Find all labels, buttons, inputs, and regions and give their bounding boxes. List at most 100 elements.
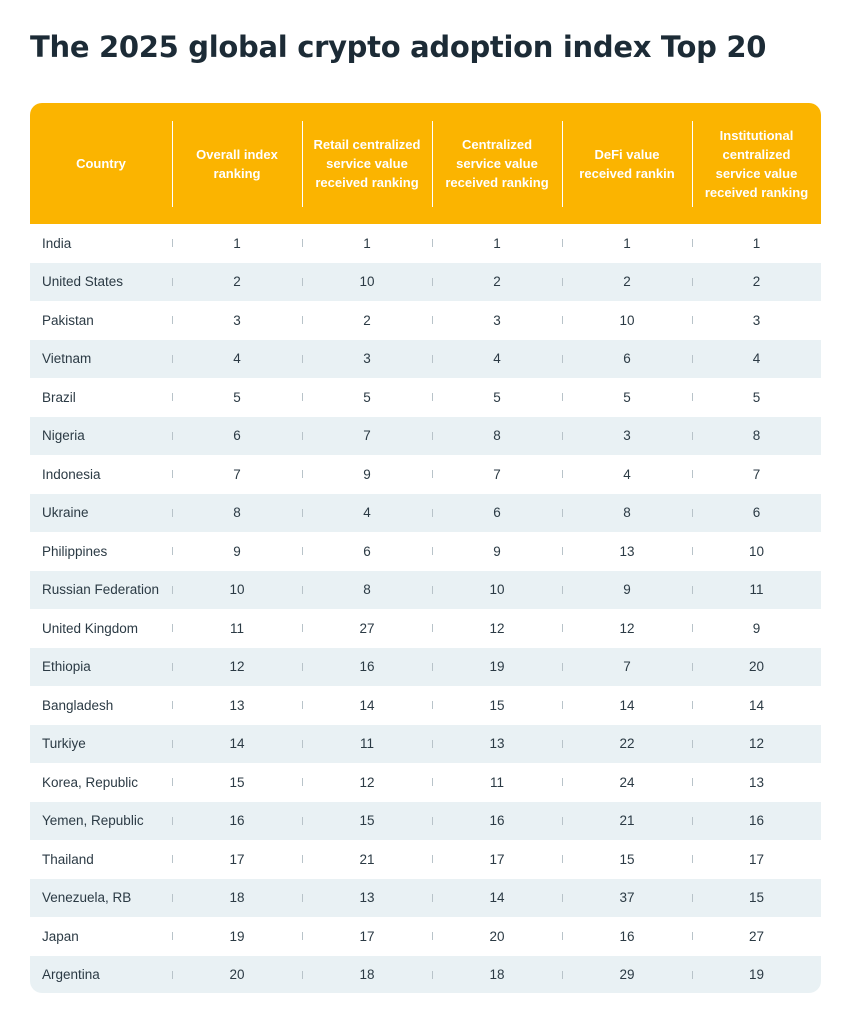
defi-value-ranking-cell: 6 [623, 351, 631, 367]
country-cell: India [42, 235, 72, 251]
centralized-service-ranking-cell: 16 [489, 813, 505, 829]
row-separator-tick [692, 932, 693, 940]
row-separator-tick [172, 778, 173, 786]
row-separator-tick [302, 470, 303, 478]
institutional-centralized-ranking-cell: 19 [748, 967, 765, 983]
centralized-service-ranking-cell: 12 [489, 620, 505, 636]
retail-centralized-ranking-cell: 10 [359, 274, 375, 290]
retail-centralized-ranking-cell: 3 [363, 351, 371, 367]
row-separator-tick [172, 585, 173, 594]
retail-centralized-ranking-cell: 16 [359, 659, 375, 675]
row-separator-tick [172, 932, 173, 940]
column-header-centralized-service-ranking: Centralized service value received ranki… [445, 137, 549, 190]
row-separator-tick [432, 393, 433, 401]
centralized-service-ranking-cell: 18 [489, 967, 505, 983]
retail-centralized-ranking-cell: 12 [359, 774, 375, 790]
centralized-service-ranking-cell: 10 [489, 582, 505, 598]
table-row: United Kingdom 11 27 12 12 9 [30, 609, 821, 648]
country-cell: United States [42, 274, 124, 290]
column-divider [172, 121, 173, 207]
row-separator-tick [302, 778, 303, 786]
table-row: India 1 1 1 1 1 [30, 224, 821, 263]
row-separator-tick [692, 855, 693, 863]
row-separator-tick [432, 354, 433, 363]
row-separator-tick [692, 277, 693, 286]
row-separator-tick [692, 393, 693, 401]
row-separator-tick [562, 739, 563, 748]
centralized-service-ranking-cell: 14 [489, 890, 505, 906]
column-divider [692, 121, 693, 207]
retail-centralized-ranking-cell: 17 [359, 928, 375, 944]
row-separator-tick [432, 970, 433, 979]
row-separator-tick [562, 816, 563, 825]
row-separator-tick [562, 970, 563, 979]
row-separator-tick [432, 508, 433, 517]
country-cell: Pakistan [42, 312, 94, 328]
row-separator-tick [172, 970, 173, 979]
overall-index-ranking-cell: 11 [229, 620, 244, 636]
row-separator-tick [172, 393, 173, 401]
institutional-centralized-ranking-cell: 20 [748, 659, 765, 675]
table-row: Pakistan 3 2 3 10 3 [30, 301, 821, 340]
country-cell: Philippines [42, 543, 108, 559]
institutional-centralized-ranking-cell: 9 [752, 620, 761, 636]
table-row: Yemen, Republic 16 15 16 21 16 [30, 801, 821, 840]
row-separator-tick [692, 470, 693, 478]
country-cell: Venezuela, RB [42, 890, 132, 906]
overall-index-ranking-cell: 10 [229, 582, 245, 598]
centralized-service-ranking-cell: 13 [489, 736, 505, 752]
defi-value-ranking-cell: 8 [623, 505, 631, 521]
row-separator-tick [562, 585, 563, 594]
row-separator-tick [302, 393, 303, 401]
retail-centralized-ranking-cell: 15 [359, 813, 375, 829]
row-separator-tick [302, 277, 303, 286]
row-separator-tick [562, 277, 563, 286]
centralized-service-ranking-cell: 1 [493, 235, 501, 251]
row-separator-tick [692, 431, 693, 440]
country-cell: Japan [42, 928, 79, 944]
table-row: Vietnam 4 3 4 6 4 [30, 339, 821, 378]
row-separator-tick [302, 316, 303, 324]
defi-value-ranking-cell: 1 [623, 235, 631, 251]
row-separator-tick [692, 662, 693, 671]
retail-centralized-ranking-cell: 7 [363, 428, 371, 444]
retail-centralized-ranking-cell: 27 [359, 620, 375, 636]
row-separator-tick [432, 585, 433, 594]
overall-index-ranking-cell: 18 [229, 890, 245, 906]
row-separator-tick [172, 431, 173, 440]
defi-value-ranking-cell: 10 [619, 312, 635, 328]
row-separator-tick [692, 893, 693, 902]
country-cell: Nigeria [42, 428, 85, 444]
country-cell: Ethiopia [42, 659, 91, 675]
table-row: Russian Federation 10 8 10 9 11 [30, 570, 821, 609]
overall-index-ranking-cell: 2 [233, 274, 241, 290]
overall-index-ranking-cell: 6 [233, 428, 241, 444]
row-separator-tick [692, 970, 693, 979]
table-row: Bangladesh 13 14 15 14 14 [30, 686, 821, 725]
country-cell: Indonesia [42, 466, 101, 482]
country-cell: Russian Federation [42, 582, 160, 598]
institutional-centralized-ranking-cell: 4 [752, 351, 761, 367]
overall-index-ranking-cell: 7 [233, 466, 241, 482]
row-separator-tick [432, 778, 433, 786]
institutional-centralized-ranking-cell: 16 [748, 813, 765, 829]
adoption-table: Country Overall index ranking Retail centr… [30, 103, 821, 993]
row-separator-tick [692, 816, 693, 825]
row-separator-tick [432, 701, 433, 709]
row-separator-tick [562, 932, 563, 940]
row-separator-tick [432, 470, 433, 478]
row-separator-tick [302, 662, 303, 671]
row-separator-tick [692, 354, 693, 363]
defi-value-ranking-cell: 9 [623, 582, 631, 598]
row-separator-tick [692, 778, 693, 786]
centralized-service-ranking-cell: 11 [489, 774, 504, 790]
row-separator-tick [172, 624, 173, 632]
country-cell: Argentina [42, 967, 100, 983]
column-header-institutional-centralized-ranking: Institutional centralized service value … [704, 127, 809, 200]
row-separator-tick [172, 547, 173, 555]
row-separator-tick [562, 316, 563, 324]
overall-index-ranking-cell: 5 [233, 389, 241, 405]
row-separator-tick [562, 893, 563, 902]
defi-value-ranking-cell: 16 [619, 928, 635, 944]
row-separator-tick [432, 893, 433, 902]
